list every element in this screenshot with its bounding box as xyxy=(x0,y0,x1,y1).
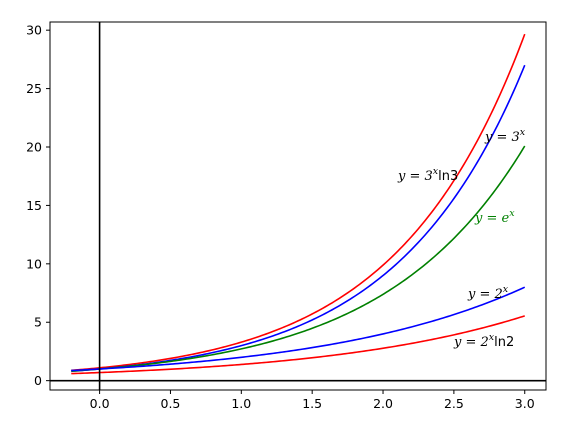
x-tick-label: 0.0 xyxy=(90,396,110,411)
series-line-2-x xyxy=(71,286,526,372)
y-axis: 0 5 10 15 20 25 30 xyxy=(26,23,50,388)
y-tick-label: 10 xyxy=(26,256,42,271)
series-line-e-x xyxy=(71,145,526,372)
x-tick-label: 2.5 xyxy=(444,396,464,411)
annotation-ex: y = ex xyxy=(474,208,515,226)
y-tick-label: 30 xyxy=(26,23,42,38)
annotation-3x: y = 3x xyxy=(484,127,526,145)
x-tick-label: 0.5 xyxy=(161,396,181,411)
reference-lines xyxy=(50,22,546,390)
series-line-2-x-ln2 xyxy=(71,315,525,375)
series-line-3-x-ln3 xyxy=(71,33,526,372)
x-axis: 0.0 0.5 1.0 1.5 2.0 2.5 3.0 xyxy=(90,390,535,411)
y-tick-label: 5 xyxy=(34,315,42,330)
annotation-2x: y = 2x xyxy=(467,284,509,302)
y-tick-label: 25 xyxy=(26,81,42,96)
axes-frame xyxy=(49,21,547,391)
x-tick-label: 2.0 xyxy=(373,396,393,411)
x-tick-label: 3.0 xyxy=(515,396,535,411)
x-tick-label: 1.5 xyxy=(302,396,322,411)
y-tick-label: 20 xyxy=(26,140,42,155)
annotation-2x-ln2: y = 2xln2 xyxy=(453,332,514,350)
plot-lines xyxy=(71,33,526,375)
y-tick-label: 15 xyxy=(26,198,42,213)
x-tick-label: 1.0 xyxy=(231,396,251,411)
series-line-3-x xyxy=(71,64,526,373)
y-tick-label: 0 xyxy=(34,373,42,388)
annotation-3x-ln3: y = 3xln3 xyxy=(397,166,458,184)
